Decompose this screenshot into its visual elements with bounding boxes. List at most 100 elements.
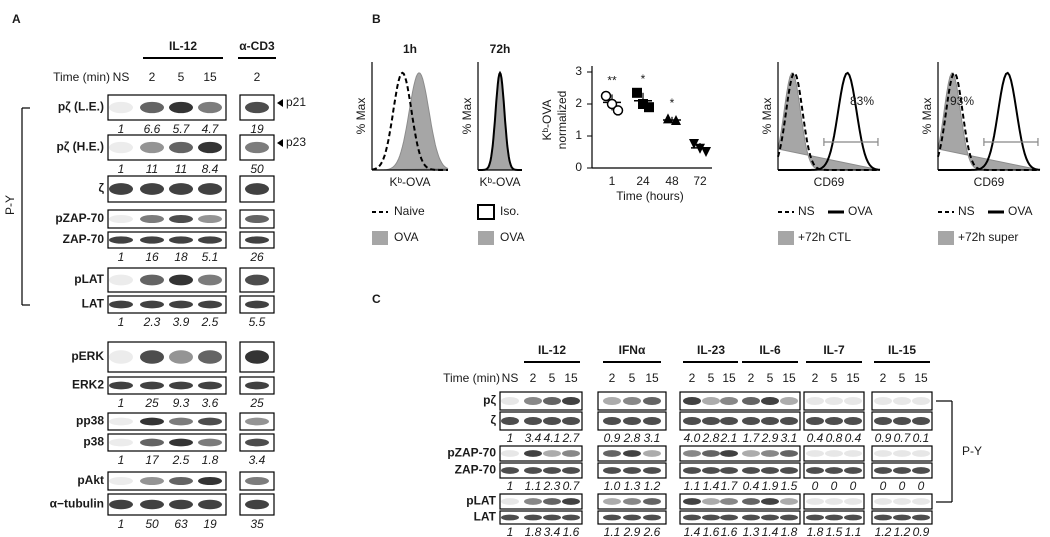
band bbox=[603, 498, 621, 505]
band bbox=[893, 514, 911, 521]
lane-label: 5 bbox=[178, 70, 185, 84]
lane-label: 5 bbox=[629, 371, 636, 385]
band bbox=[562, 514, 580, 521]
band bbox=[623, 498, 641, 505]
band bbox=[806, 396, 824, 406]
quant-value: 2.5 bbox=[172, 453, 190, 467]
band bbox=[198, 438, 222, 447]
lane-label: NS bbox=[502, 371, 519, 385]
band bbox=[761, 514, 779, 521]
histogram-fill bbox=[478, 71, 522, 171]
band bbox=[169, 438, 193, 447]
band bbox=[245, 183, 269, 195]
band bbox=[623, 396, 641, 406]
band bbox=[780, 396, 798, 406]
blot-frame bbox=[803, 493, 865, 510]
histogram-line bbox=[371, 71, 448, 171]
axis-label: % Max bbox=[920, 98, 934, 135]
band bbox=[169, 214, 193, 224]
band bbox=[702, 467, 720, 474]
quant-value: 0 bbox=[831, 479, 838, 493]
lane-label: 2 bbox=[609, 371, 616, 385]
quant-value: 3.4 bbox=[249, 453, 266, 467]
quant-value: 1 bbox=[118, 250, 125, 264]
x-tick-label: 24 bbox=[636, 174, 650, 188]
band bbox=[169, 274, 193, 286]
lane-label: 5 bbox=[831, 371, 838, 385]
band bbox=[643, 467, 661, 474]
band bbox=[543, 467, 561, 474]
blot-frame bbox=[803, 391, 865, 411]
blot-frame bbox=[107, 433, 227, 452]
band bbox=[702, 450, 720, 457]
band bbox=[543, 416, 561, 426]
band bbox=[643, 396, 661, 406]
band bbox=[912, 450, 930, 457]
quant-value: 1.6 bbox=[703, 525, 720, 537]
band bbox=[844, 416, 862, 426]
quant-value: 4.0 bbox=[684, 431, 701, 445]
band bbox=[623, 514, 641, 521]
band bbox=[245, 438, 269, 447]
legend-swatch bbox=[938, 231, 954, 245]
quant-value: 2.3 bbox=[143, 315, 161, 329]
data-point bbox=[663, 113, 673, 124]
y-tick-label: 0 bbox=[575, 160, 582, 174]
band bbox=[742, 450, 760, 457]
group-label: IL-12 bbox=[169, 39, 197, 53]
group-label: α-CD3 bbox=[239, 39, 275, 53]
band bbox=[109, 438, 133, 447]
band bbox=[742, 396, 760, 406]
quant-value: 3.1 bbox=[781, 431, 798, 445]
band bbox=[109, 214, 133, 224]
band bbox=[780, 416, 798, 426]
lane-label: 15 bbox=[203, 70, 217, 84]
blot-label: ζ bbox=[98, 181, 104, 195]
band bbox=[643, 416, 661, 426]
band bbox=[140, 236, 164, 244]
band bbox=[683, 514, 701, 521]
quant-value: 3.9 bbox=[173, 315, 190, 329]
histogram-title: 72h bbox=[490, 42, 511, 56]
band bbox=[169, 350, 193, 364]
quant-value: 50 bbox=[145, 517, 159, 531]
band bbox=[844, 498, 862, 505]
panel-label: B bbox=[372, 12, 381, 26]
quant-value: 1 bbox=[118, 162, 125, 176]
quant-value: 11 bbox=[146, 162, 158, 176]
quant-value: 0 bbox=[850, 479, 857, 493]
lane-label: 2 bbox=[812, 371, 819, 385]
marker-label: p21 bbox=[286, 95, 306, 109]
lane-label: 15 bbox=[782, 371, 796, 385]
band bbox=[140, 214, 164, 224]
band bbox=[562, 416, 580, 426]
time-label: Time (min) bbox=[443, 371, 500, 385]
legend-label: +72h CTL bbox=[798, 230, 851, 244]
band bbox=[702, 514, 720, 521]
quant-value: 0.7 bbox=[894, 431, 912, 445]
quant-value: 1 bbox=[118, 122, 125, 136]
band bbox=[198, 236, 222, 244]
data-point bbox=[612, 105, 624, 116]
band bbox=[742, 514, 760, 521]
significance: ** bbox=[607, 74, 617, 88]
band bbox=[169, 141, 193, 154]
group-label: IFNα bbox=[619, 343, 646, 357]
quant-value: 19 bbox=[250, 122, 264, 136]
blot-label: pp38 bbox=[76, 414, 104, 428]
band bbox=[683, 396, 701, 406]
blot-label: ZAP-70 bbox=[63, 232, 105, 246]
panel-label: A bbox=[12, 12, 21, 26]
quant-value: 3.1 bbox=[644, 431, 661, 445]
quant-value: 0.7 bbox=[563, 479, 581, 493]
quant-value: 1.9 bbox=[762, 479, 779, 493]
band bbox=[169, 417, 193, 426]
gate-label: 83% bbox=[850, 94, 874, 108]
lane-label: 5 bbox=[708, 371, 715, 385]
blot-label: pζ (H.E.) bbox=[56, 140, 104, 154]
data-point bbox=[600, 90, 612, 102]
band bbox=[198, 350, 222, 364]
blot-label: pZAP-70 bbox=[55, 211, 104, 225]
lane-label: 15 bbox=[564, 371, 578, 385]
panel-label: C bbox=[372, 292, 381, 306]
